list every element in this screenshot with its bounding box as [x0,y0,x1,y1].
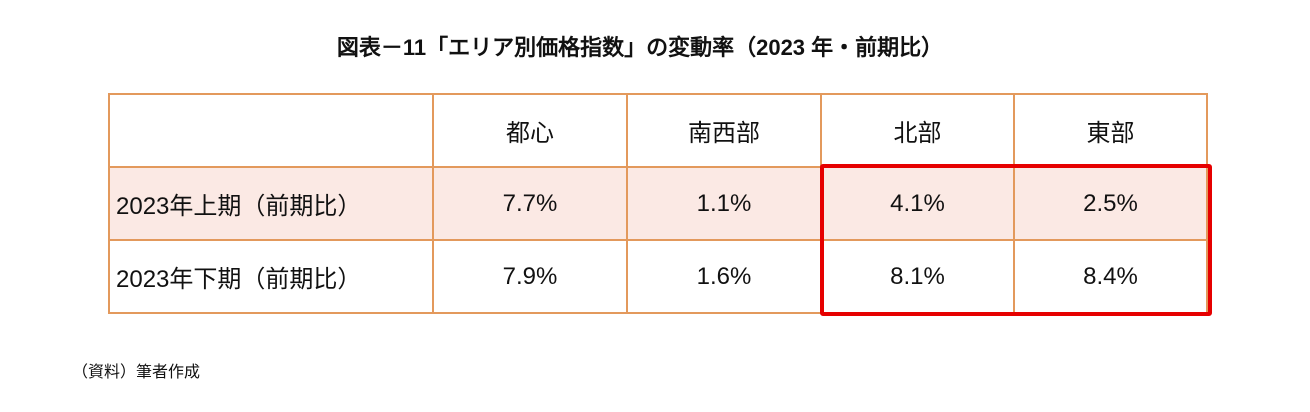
column-header: 東部 [1013,93,1208,168]
cell: 7.9% [432,239,628,314]
corner-cell [108,93,434,168]
cell: 7.7% [432,166,628,241]
cell: 1.6% [626,239,822,314]
row-label: 2023年下期（前期比） [108,239,434,314]
row: 2023年下期（前期比） 7.9% 1.6% 8.1% 8.4% [108,239,1208,314]
header-row: 都心 南西部 北部 東部 [108,93,1208,168]
cell: 1.1% [626,166,822,241]
cell: 8.4% [1013,239,1208,314]
row: 2023年上期（前期比） 7.7% 1.1% 4.1% 2.5% [108,166,1208,241]
source-note: （資料）筆者作成 [72,364,201,381]
row-label: 2023年上期（前期比） [108,166,434,241]
column-header: 北部 [820,93,1015,168]
cell: 2.5% [1013,166,1208,241]
title: 図表－11「エリア別価格指数」の変動率（2023 年・前期比） [336,35,944,60]
column-header: 南西部 [626,93,822,168]
highlight-box [820,164,1212,316]
table: 都心 南西部 北部 東部 2023年上期（前期比） 7.7% 1.1% 4.1%… [108,93,1208,314]
column-header: 都心 [432,93,628,168]
cell: 4.1% [820,166,1015,241]
